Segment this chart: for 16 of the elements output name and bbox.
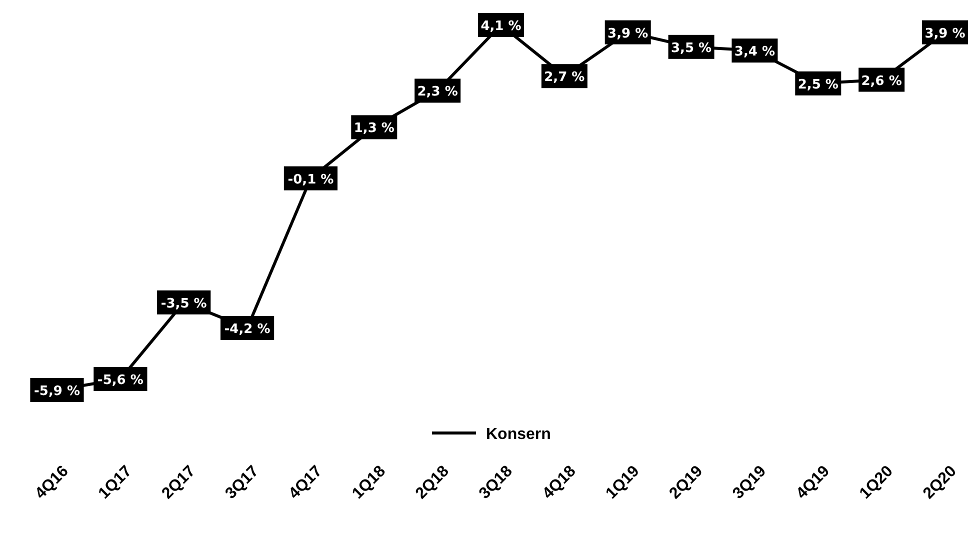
data-label: 2,7 % xyxy=(544,70,585,86)
data-label: 3,5 % xyxy=(670,40,712,56)
legend-label: Konsern xyxy=(486,426,551,443)
data-label: -0,1 % xyxy=(288,172,334,188)
data-label: 2,5 % xyxy=(798,77,838,92)
data-label: -3,5 % xyxy=(160,296,207,312)
data-label: 3,9 % xyxy=(608,26,648,42)
data-label: 1,3 % xyxy=(354,121,394,136)
data-label: 2,6 % xyxy=(861,74,902,89)
data-label: -5,9 % xyxy=(34,384,80,399)
data-label: -4,2 % xyxy=(224,322,270,337)
data-label: -5,6 % xyxy=(97,373,144,388)
data-label: 3,9 % xyxy=(924,26,966,42)
data-label: 3,4 % xyxy=(734,44,776,60)
data-label: 4,1 % xyxy=(480,19,522,34)
data-label: 2,3 % xyxy=(417,84,458,100)
